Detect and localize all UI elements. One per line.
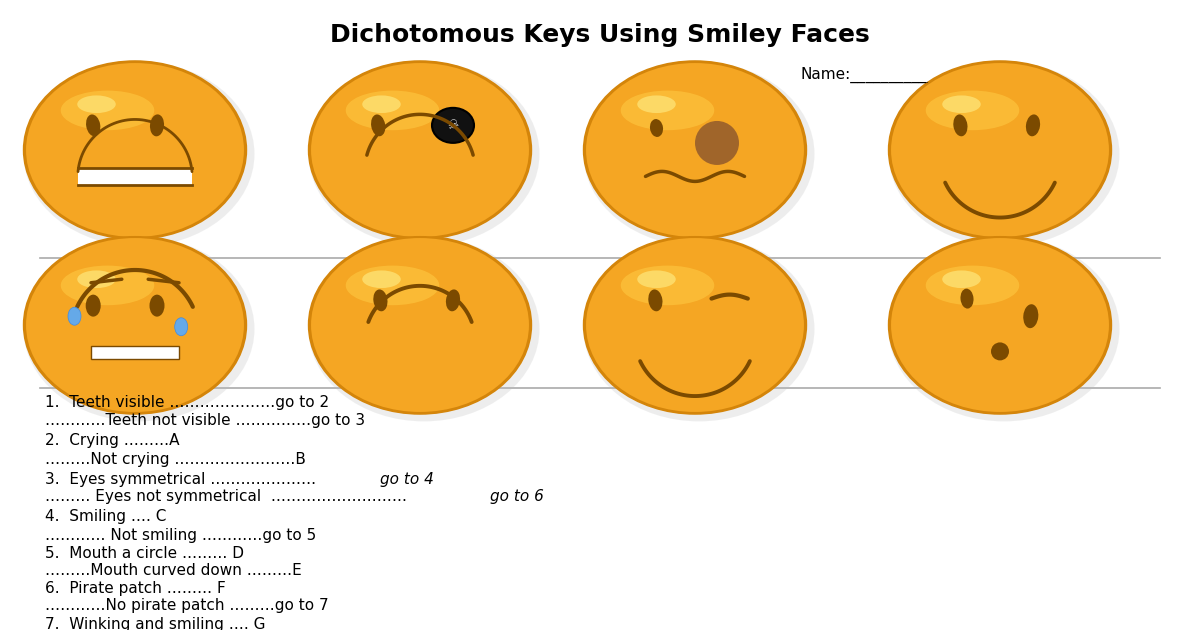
Ellipse shape: [77, 95, 115, 113]
Ellipse shape: [310, 62, 530, 238]
Text: ……… Eyes not symmetrical  ………………………: ……… Eyes not symmetrical ………………………: [46, 489, 407, 504]
Ellipse shape: [890, 237, 1110, 413]
Text: ………… Not smiling …………go to 5: ………… Not smiling …………go to 5: [46, 528, 317, 542]
Ellipse shape: [150, 295, 164, 317]
Ellipse shape: [583, 237, 815, 421]
Ellipse shape: [308, 62, 540, 246]
Ellipse shape: [432, 108, 474, 143]
Ellipse shape: [86, 115, 101, 136]
Ellipse shape: [308, 237, 540, 421]
Ellipse shape: [371, 115, 385, 136]
Ellipse shape: [68, 307, 82, 325]
Text: 5.  Mouth a circle ……… D: 5. Mouth a circle ……… D: [46, 546, 244, 561]
Ellipse shape: [24, 62, 254, 246]
Text: ………Mouth curved down ………E: ………Mouth curved down ………E: [46, 563, 301, 578]
Text: …………Teeth not visible ……………go to 3: …………Teeth not visible ……………go to 3: [46, 413, 365, 428]
Ellipse shape: [583, 62, 815, 246]
Text: go to 6: go to 6: [490, 489, 544, 504]
Text: 7.  Winking and smiling …. G: 7. Winking and smiling …. G: [46, 617, 265, 630]
Ellipse shape: [1026, 115, 1040, 136]
Ellipse shape: [637, 95, 676, 113]
Ellipse shape: [583, 235, 808, 415]
Ellipse shape: [620, 266, 714, 305]
Ellipse shape: [888, 62, 1120, 246]
Ellipse shape: [583, 60, 808, 240]
Ellipse shape: [307, 235, 533, 415]
Text: ………Not crying ……………………B: ………Not crying ……………………B: [46, 452, 306, 467]
Ellipse shape: [888, 237, 1120, 421]
Ellipse shape: [637, 270, 676, 288]
Ellipse shape: [953, 115, 967, 136]
Ellipse shape: [61, 91, 155, 130]
Ellipse shape: [650, 119, 664, 137]
Ellipse shape: [890, 62, 1110, 238]
Text: Name:___________________________: Name:___________________________: [800, 67, 1056, 83]
Ellipse shape: [362, 270, 401, 288]
Ellipse shape: [85, 295, 101, 317]
Ellipse shape: [175, 318, 187, 336]
Ellipse shape: [77, 270, 115, 288]
Ellipse shape: [446, 289, 460, 311]
Text: 4.  Smiling …. C: 4. Smiling …. C: [46, 509, 167, 524]
Bar: [78, 168, 192, 185]
Circle shape: [991, 342, 1009, 360]
Circle shape: [695, 121, 739, 165]
Ellipse shape: [24, 237, 254, 421]
Text: Dichotomous Keys Using Smiley Faces: Dichotomous Keys Using Smiley Faces: [330, 23, 870, 47]
Ellipse shape: [23, 235, 247, 415]
Text: 6.  Pirate patch ……… F: 6. Pirate patch ……… F: [46, 581, 226, 597]
Ellipse shape: [586, 237, 805, 413]
Ellipse shape: [586, 62, 805, 238]
Ellipse shape: [23, 60, 247, 240]
Ellipse shape: [25, 62, 245, 238]
Ellipse shape: [1024, 304, 1038, 328]
Ellipse shape: [888, 60, 1112, 240]
Ellipse shape: [925, 91, 1019, 130]
Ellipse shape: [960, 289, 973, 309]
Ellipse shape: [925, 266, 1019, 305]
Text: 1.  Teeth visible …………………go to 2: 1. Teeth visible …………………go to 2: [46, 394, 329, 410]
Ellipse shape: [373, 289, 388, 311]
Ellipse shape: [346, 91, 439, 130]
Ellipse shape: [888, 235, 1112, 415]
Ellipse shape: [150, 115, 164, 136]
Ellipse shape: [648, 289, 662, 311]
Ellipse shape: [620, 91, 714, 130]
Ellipse shape: [25, 237, 245, 413]
Text: …………No pirate patch ………go to 7: …………No pirate patch ………go to 7: [46, 598, 329, 613]
Ellipse shape: [346, 266, 439, 305]
Text: ☠: ☠: [448, 119, 458, 132]
Text: 2.  Crying ………A: 2. Crying ………A: [46, 433, 180, 449]
Bar: [91, 346, 179, 359]
Ellipse shape: [942, 270, 980, 288]
Text: go to 4: go to 4: [380, 472, 434, 487]
Ellipse shape: [61, 266, 155, 305]
Ellipse shape: [310, 237, 530, 413]
Ellipse shape: [362, 95, 401, 113]
Ellipse shape: [307, 60, 533, 240]
Ellipse shape: [942, 95, 980, 113]
Text: 3.  Eyes symmetrical …………………: 3. Eyes symmetrical …………………: [46, 472, 316, 487]
